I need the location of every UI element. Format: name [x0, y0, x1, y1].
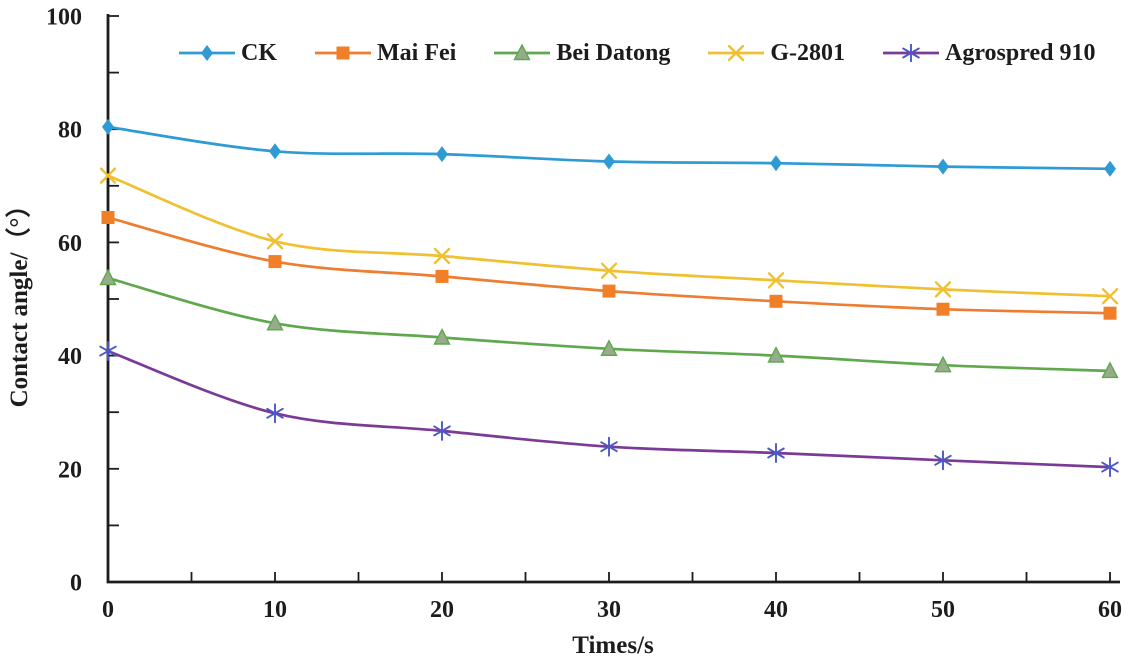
ck-series-icon [179, 45, 235, 61]
g-2801-marker [99, 167, 117, 184]
agrospred-910-legend-glyph [902, 44, 920, 62]
ck-marker [102, 118, 114, 135]
agrospred-910-marker [433, 420, 451, 441]
y-axis-title: Contact angle/（°） [6, 192, 33, 408]
bei-datong-series-icon [494, 44, 551, 61]
agrospred-910-marker [1101, 457, 1119, 478]
ck-marker [937, 158, 949, 175]
mai-fei-marker [435, 269, 449, 283]
agrospred-910-marker [934, 450, 952, 471]
legend-item-agrospred-910: Agrospred 910 [882, 41, 1095, 65]
legend-item-ck: CK [178, 41, 277, 65]
ck-marker [770, 155, 782, 172]
x-axis-title: Times/s [572, 632, 654, 659]
g-2801-line [106, 174, 1112, 298]
x-tick-label: 0 [102, 597, 114, 623]
g-2801-marker [767, 272, 785, 289]
g-2801-legend-glyph [728, 44, 745, 62]
mai-fei-legend-glyph [336, 46, 350, 60]
y-tick-label: 40 [58, 344, 82, 370]
bei-datong-marker [433, 327, 451, 345]
g-2801-marker [1101, 288, 1119, 305]
y-tick-label: 0 [70, 571, 82, 597]
x-tick-label: 60 [1098, 597, 1122, 623]
legend-label-g2801: G-2801 [770, 40, 845, 66]
mai-fei-marker [602, 284, 616, 298]
y-tick-label: 80 [58, 118, 82, 144]
x-tick-label: 20 [430, 597, 454, 623]
ck-marker [1104, 160, 1116, 177]
x-tick-label: 50 [931, 597, 955, 623]
g2801-series-icon [708, 44, 765, 62]
bei-datong-marker [266, 313, 284, 331]
agrospred-910-marker [99, 341, 117, 362]
bei-datong-marker [600, 339, 618, 356]
legend-label-agrospred-910: Agrospred 910 [944, 40, 1096, 66]
g-2801-marker [433, 247, 451, 265]
axis-lines [106, 14, 1120, 584]
legend-item-mai-fei: Mai Fei [314, 41, 456, 65]
mai-fei-marker [268, 255, 282, 269]
x-tick-label: 40 [764, 597, 788, 623]
agrospred-910-marker [767, 443, 785, 463]
bei-datong-marker [1101, 361, 1119, 379]
g-2801-marker [266, 233, 284, 250]
mai-fei-line [106, 216, 1112, 315]
y-tick-label: 20 [58, 457, 82, 483]
g-2801-marker [600, 262, 618, 279]
agrospred-910-series-icon [882, 44, 939, 62]
x-tick-label: 10 [263, 597, 287, 623]
agrospred-910-marker [600, 436, 618, 457]
ck-marker [436, 146, 448, 163]
legend-label-ck: CK [241, 40, 277, 66]
mai-fei-marker [769, 294, 783, 308]
mai-fei-series-icon [315, 46, 371, 60]
mai-fei-marker [1103, 306, 1117, 320]
bei-datong-marker [934, 355, 952, 373]
legend: CK Mai Fei Bei Datong G-2801 Agrospred 9… [178, 41, 1095, 65]
ck-legend-glyph [201, 45, 213, 61]
ck-marker [269, 143, 281, 160]
y-tick-label: 60 [58, 231, 82, 257]
ck-marker [603, 153, 615, 170]
legend-item-g2801: G-2801 [707, 41, 845, 65]
bei-datong-marker [99, 268, 117, 286]
bei-datong-legend-glyph [513, 44, 531, 61]
g-2801-marker [934, 281, 952, 298]
mai-fei-marker [101, 211, 115, 224]
y-tick-label: 100 [46, 5, 82, 31]
legend-label-bei-datong: Bei Datong [556, 40, 671, 66]
x-tick-label: 30 [597, 597, 621, 623]
mai-fei-marker [936, 302, 950, 316]
bei-datong-marker [767, 346, 785, 363]
legend-label-mai-fei: Mai Fei [377, 40, 457, 66]
agrospred-910-marker [266, 403, 284, 424]
legend-item-bei-datong: Bei Datong [493, 41, 670, 65]
